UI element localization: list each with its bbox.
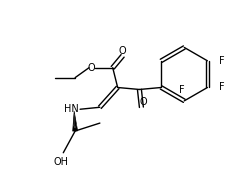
Text: HN: HN [64,104,79,114]
Text: O: O [119,46,126,56]
Text: F: F [219,82,225,92]
Text: O: O [87,63,95,73]
Text: OH: OH [54,157,69,167]
Text: F: F [180,85,185,95]
Polygon shape [73,111,78,131]
Text: O: O [140,97,147,107]
Text: F: F [219,56,225,66]
